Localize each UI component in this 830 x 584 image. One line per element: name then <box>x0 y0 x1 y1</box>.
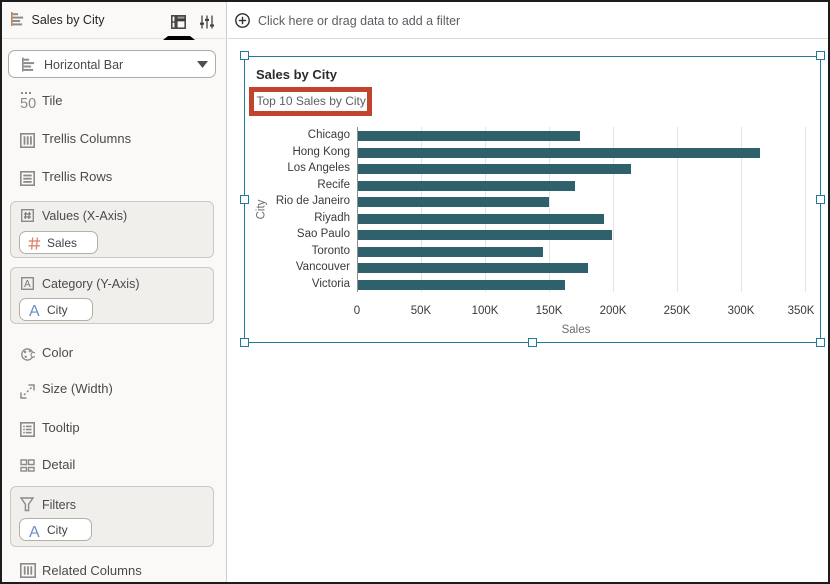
svg-text:50: 50 <box>20 96 36 109</box>
svg-text:A: A <box>29 524 40 539</box>
svg-text:A: A <box>24 279 31 290</box>
svg-text:A: A <box>29 303 40 318</box>
